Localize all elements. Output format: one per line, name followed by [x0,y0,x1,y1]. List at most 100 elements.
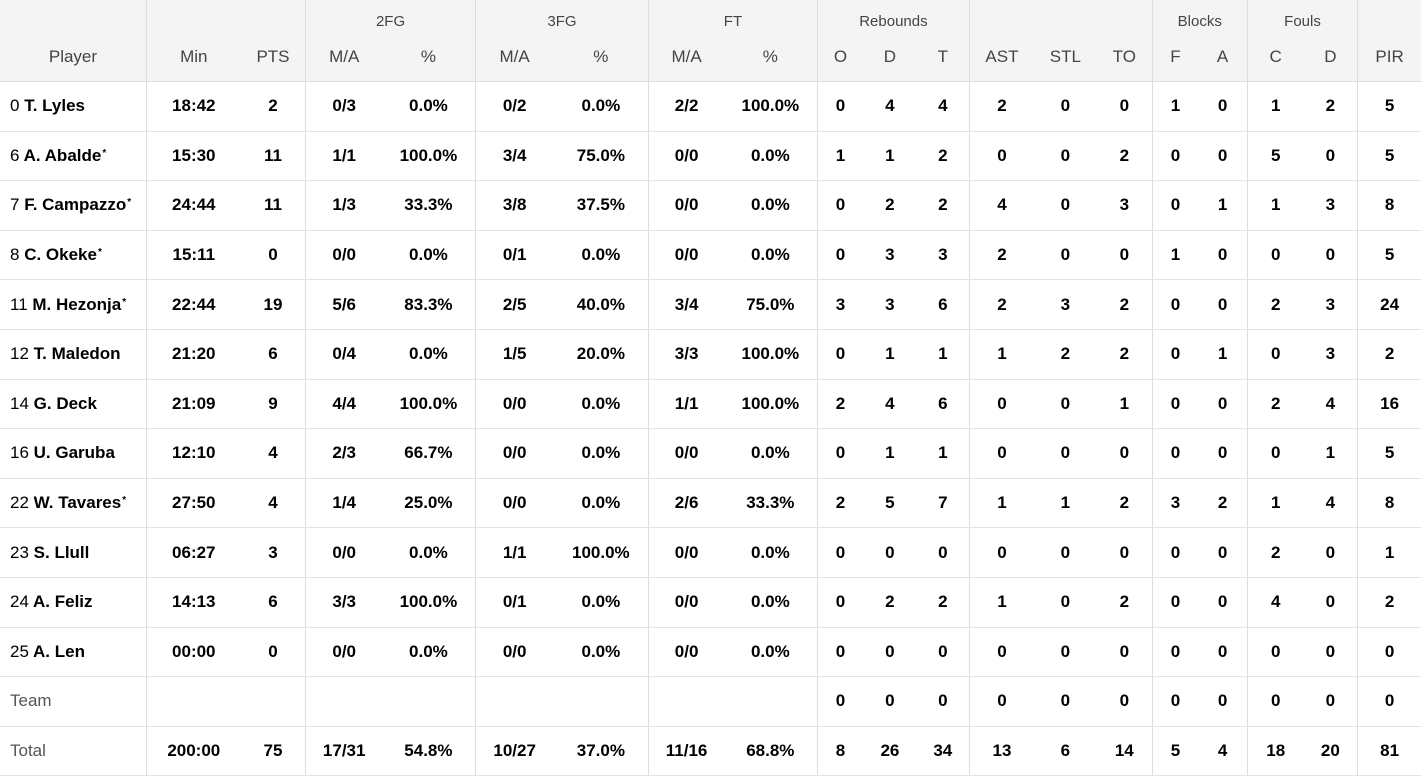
col-header-2fg-pct[interactable]: % [382,33,476,82]
cell-reb-t: 2 [916,180,971,231]
cell-player[interactable]: 14 G. Deck [0,379,147,430]
cell-pts: 0 [240,627,307,678]
col-header-reb-t[interactable]: T [916,33,971,82]
col-header-ft-pct[interactable]: % [723,33,818,82]
cell-3fg-ma: 0/1 [475,577,554,628]
col-header-pir[interactable]: PIR [1357,33,1421,82]
cell-foul-c: 2 [1247,379,1304,430]
col-header-reb-o[interactable]: O [817,33,864,82]
cell-player[interactable]: 22 W. Tavares* [0,478,147,529]
table-row[interactable]: 24 A. Feliz 14:13 6 3/3 100.0% 0/1 0.0% 0/0 0.0%… [0,577,1421,628]
table-row[interactable]: 23 S. Llull 06:27 3 0/0 0.0% 1/1 100.0% 0/0 0.0%… [0,527,1421,578]
cell-min: 21:20 [146,329,241,380]
cell-ast: 2 [969,230,1034,281]
col-header-min[interactable]: Min [146,33,241,82]
cell-player[interactable]: 25 A. Len [0,627,147,678]
cell-ast: 0 [969,428,1034,479]
col-header-to[interactable]: TO [1096,33,1153,82]
table-row[interactable]: 14 G. Deck 21:09 9 4/4 100.0% 0/0 0.0% 1/1 100.0… [0,379,1421,430]
player-name-link[interactable]: W. Tavares [33,493,122,513]
col-header-ast[interactable]: AST [969,33,1034,82]
cell-3fg-pct: 37.0% [553,726,650,776]
table-row[interactable]: 8 C. Okeke* 15:11 0 0/0 0.0% 0/1 0.0% 0/0 0.0% 0 3… [0,230,1421,281]
player-name-link[interactable]: C. Okeke [24,245,97,265]
player-name-link[interactable]: A. Abalde [23,145,102,165]
table-row[interactable]: 16 U. Garuba 12:10 4 2/3 66.7% 0/0 0.0% 0/0 0.0%… [0,428,1421,479]
cell-reb-d: 3 [863,279,917,330]
cell-ft-pct: 0.0% [723,527,818,578]
col-header-2fg-ma[interactable]: M/A [305,33,383,82]
cell-2fg-pct: 100.0% [382,379,476,430]
cell-reb-t: 0 [916,627,971,678]
cell-2fg-ma: 0/0 [305,527,383,578]
col-header-foul-d[interactable]: D [1303,33,1359,82]
cell-player[interactable]: 0 T. Lyles [0,81,147,132]
table-row[interactable]: 25 A. Len 00:00 0 0/0 0.0% 0/0 0.0% 0/0 0.0% 0 0 0 0… [0,627,1421,678]
cell-blk-a: 1 [1198,180,1248,231]
col-header-player[interactable]: Player [0,33,147,82]
cell-stl: 2 [1033,329,1097,380]
cell-player[interactable]: 8 C. Okeke* [0,230,147,281]
player-name-link[interactable]: S. Llull [33,542,90,562]
cell-2fg-pct: 0.0% [382,329,476,380]
header-group-ft: FT [648,0,818,33]
table-row[interactable]: 6 A. Abalde* 15:30 11 1/1 100.0% 3/4 75.0% 0/0 0… [0,131,1421,182]
player-number: 24 [10,592,29,612]
player-name-link[interactable]: M. Hezonja [32,294,122,314]
cell-reb-d: 26 [863,726,917,776]
col-header-foul-c[interactable]: C [1247,33,1304,82]
cell-pir: 24 [1357,279,1421,330]
cell-3fg-pct: 0.0% [553,428,650,479]
cell-player[interactable]: 12 T. Maledon [0,329,147,380]
col-header-blk-f[interactable]: F [1152,33,1199,82]
starter-marker: * [97,247,102,259]
cell-2fg-ma: 1/4 [305,478,383,529]
cell-3fg-ma: 0/1 [475,230,554,281]
cell-player[interactable]: 11 M. Hezonja* [0,279,147,330]
player-number: 6 [10,145,20,165]
total-row: Total 200:00 75 17/31 54.8% 10/27 37.0% 11/16 68… [0,726,1421,776]
player-name-link[interactable]: T. Lyles [24,96,85,116]
player-name-link[interactable]: T. Maledon [33,344,121,364]
cell-foul-d: 0 [1303,131,1359,182]
cell-foul-d: 0 [1303,676,1359,727]
cell-player[interactable]: 16 U. Garuba [0,428,147,479]
cell-foul-c: 4 [1247,577,1304,628]
cell-blk-a: 0 [1198,577,1248,628]
cell-blk-f: 0 [1152,180,1199,231]
cell-player[interactable]: 23 S. Llull [0,527,147,578]
col-header-3fg-pct[interactable]: % [553,33,650,82]
player-name-link[interactable]: U. Garuba [33,443,115,463]
player-name-link[interactable]: A. Len [33,641,85,661]
cell-3fg-ma: 0/0 [475,478,554,529]
cell-stl: 0 [1033,527,1097,578]
col-header-3fg-ma[interactable]: M/A [475,33,554,82]
cell-reb-o: 0 [817,81,864,132]
player-name-link[interactable]: A. Feliz [33,592,93,612]
cell-ast: 0 [969,131,1034,182]
cell-foul-c: 1 [1247,478,1304,529]
col-header-reb-d[interactable]: D [863,33,917,82]
table-row[interactable]: 0 T. Lyles 18:42 2 0/3 0.0% 0/2 0.0% 2/2 100.0% 0… [0,81,1421,132]
cell-foul-d: 4 [1303,478,1359,529]
table-row[interactable]: 11 M. Hezonja* 22:44 19 5/6 83.3% 2/5 40.0% 3/4… [0,279,1421,330]
cell-to: 3 [1096,180,1153,231]
player-name-link[interactable]: G. Deck [33,393,97,413]
cell-reb-d: 5 [863,478,917,529]
col-header-blk-a[interactable]: A [1198,33,1248,82]
cell-foul-d: 0 [1303,230,1359,281]
table-row[interactable]: 7 F. Campazzo* 24:44 11 1/3 33.3% 3/8 37.5% 0/0… [0,180,1421,231]
table-row[interactable]: 12 T. Maledon 21:20 6 0/4 0.0% 1/5 20.0% 3/3 100… [0,329,1421,380]
cell-player[interactable]: 24 A. Feliz [0,577,147,628]
col-header-pts[interactable]: PTS [240,33,307,82]
cell-3fg-ma: 1/1 [475,527,554,578]
cell-pir: 8 [1357,478,1421,529]
player-number: 25 [10,641,29,661]
col-header-ft-ma[interactable]: M/A [648,33,724,82]
cell-ast: 0 [969,527,1034,578]
cell-player[interactable]: 7 F. Campazzo* [0,180,147,231]
cell-player[interactable]: 6 A. Abalde* [0,131,147,182]
col-header-stl[interactable]: STL [1033,33,1097,82]
player-name-link[interactable]: F. Campazzo [24,195,127,215]
table-row[interactable]: 22 W. Tavares* 27:50 4 1/4 25.0% 0/0 0.0% 2/6 33… [0,478,1421,529]
